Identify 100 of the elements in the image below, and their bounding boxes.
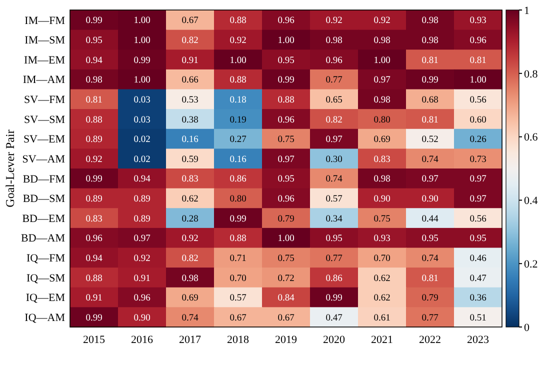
data-label: 0.99 <box>134 56 151 66</box>
y-tick-label: IQ—EM <box>26 292 66 304</box>
data-label: 0.62 <box>182 194 199 205</box>
data-label: 0.74 <box>422 154 439 165</box>
x-tick-label: 2022 <box>419 334 441 346</box>
x-tick-label: 2020 <box>323 334 346 346</box>
data-label: 1.00 <box>278 234 295 244</box>
data-label: 0.77 <box>326 76 343 86</box>
data-label: 0.74 <box>182 313 199 324</box>
data-label: 0.96 <box>278 16 295 26</box>
data-label: 0.27 <box>230 135 247 146</box>
data-label: 0.18 <box>230 95 247 106</box>
data-label: 1.00 <box>134 16 151 26</box>
data-label: 0.82 <box>182 36 199 46</box>
data-label: 0.16 <box>182 135 199 146</box>
data-label: 0.88 <box>278 95 295 106</box>
data-label: 0.02 <box>134 135 151 146</box>
data-label: 0.44 <box>422 214 439 224</box>
data-label: 0.88 <box>86 274 103 284</box>
data-label: 0.69 <box>182 294 199 304</box>
data-label: 0.90 <box>134 313 151 324</box>
data-label: 0.56 <box>470 95 487 106</box>
data-label: 0.88 <box>230 234 247 244</box>
data-label: 1.00 <box>134 36 151 46</box>
color-bar-label: 0.2 <box>524 258 538 270</box>
data-label: 0.94 <box>134 174 151 185</box>
data-label: 0.47 <box>470 274 487 284</box>
y-tick-label: SV—FM <box>24 94 66 106</box>
data-label: 1.00 <box>134 76 151 86</box>
data-label: 0.88 <box>86 115 103 126</box>
data-label: 0.98 <box>374 95 391 106</box>
data-label: 0.30 <box>326 154 343 165</box>
data-label: 0.56 <box>470 214 487 224</box>
data-label: 1.00 <box>278 36 295 46</box>
data-label: 0.60 <box>470 115 487 126</box>
data-label: 0.77 <box>326 254 343 264</box>
data-label: 0.67 <box>278 313 295 324</box>
data-label: 0.53 <box>182 95 199 106</box>
data-label: 0.98 <box>374 174 391 185</box>
data-label: 0.51 <box>470 313 487 324</box>
data-label: 0.98 <box>326 36 343 46</box>
data-label: 0.97 <box>374 76 391 86</box>
data-label: 0.92 <box>182 234 199 244</box>
x-tick-label: 2019 <box>275 334 298 346</box>
y-tick-label: IM—SM <box>24 34 66 47</box>
data-label: 0.86 <box>230 174 247 185</box>
data-label: 0.99 <box>230 214 247 224</box>
data-label: 0.92 <box>326 16 343 26</box>
data-label: 0.82 <box>182 254 199 264</box>
data-label: 0.92 <box>134 254 151 264</box>
y-tick-label: BD—SM <box>22 193 66 206</box>
x-tick-label: 2018 <box>227 334 250 346</box>
data-label: 0.83 <box>86 214 103 224</box>
data-label: 0.67 <box>230 313 247 324</box>
data-label: 0.03 <box>134 95 151 106</box>
y-tick-label: SV—EM <box>23 134 66 146</box>
data-label: 0.95 <box>470 234 487 244</box>
colorbar: 0 0.2 0.4 0.6 0.8 1 <box>506 4 538 334</box>
data-label: 1.00 <box>374 56 391 66</box>
data-label: 0.52 <box>422 135 439 146</box>
x-tick-label: 2015 <box>83 334 106 346</box>
y-tick-label: IM—FM <box>24 14 66 27</box>
data-label: 0.91 <box>182 56 199 66</box>
y-tick-label: IQ—FM <box>26 252 66 265</box>
data-label: 0.81 <box>422 56 439 66</box>
data-label: 0.98 <box>86 76 103 86</box>
x-tick-label: 2021 <box>371 334 393 346</box>
data-label: 0.73 <box>470 154 487 165</box>
data-label: 0.70 <box>374 254 391 264</box>
color-bar-label: 1 <box>524 4 530 17</box>
data-label: 0.72 <box>278 274 295 284</box>
data-label: 0.79 <box>278 214 295 224</box>
y-tick-label: IQ—AM <box>24 312 66 324</box>
y-tick-label: IM—EM <box>24 54 66 66</box>
color-bar-label: 0 <box>524 322 530 334</box>
data-label: 0.81 <box>422 274 439 284</box>
color-bar-label: 0.4 <box>524 195 538 208</box>
data-label: 0.19 <box>230 115 247 126</box>
data-label: 0.99 <box>86 174 103 185</box>
data-label: 0.98 <box>374 36 391 46</box>
data-label: 0.88 <box>230 76 247 86</box>
data-label: 0.57 <box>230 294 247 304</box>
data-label: 0.75 <box>374 214 391 224</box>
data-label: 0.57 <box>326 194 343 205</box>
data-label: 0.90 <box>374 194 391 205</box>
data-label: 0.97 <box>470 174 487 185</box>
data-label: 0.97 <box>422 174 439 185</box>
x-tick-label: 2023 <box>467 334 490 346</box>
data-label: 0.65 <box>326 95 343 106</box>
data-label: 0.92 <box>86 154 103 165</box>
y-tick-label: SV—SM <box>24 114 66 126</box>
data-label: 0.97 <box>470 194 487 205</box>
y-tick-label: IM—AM <box>22 74 66 86</box>
y-tick-label: BD—EM <box>22 212 66 225</box>
data-label: 0.96 <box>326 56 343 66</box>
data-label: 0.91 <box>134 274 151 284</box>
x-tick-label: 2016 <box>131 334 154 346</box>
data-label: 0.74 <box>422 254 439 264</box>
data-label: 0.46 <box>470 254 487 264</box>
data-label: 0.68 <box>422 95 439 106</box>
